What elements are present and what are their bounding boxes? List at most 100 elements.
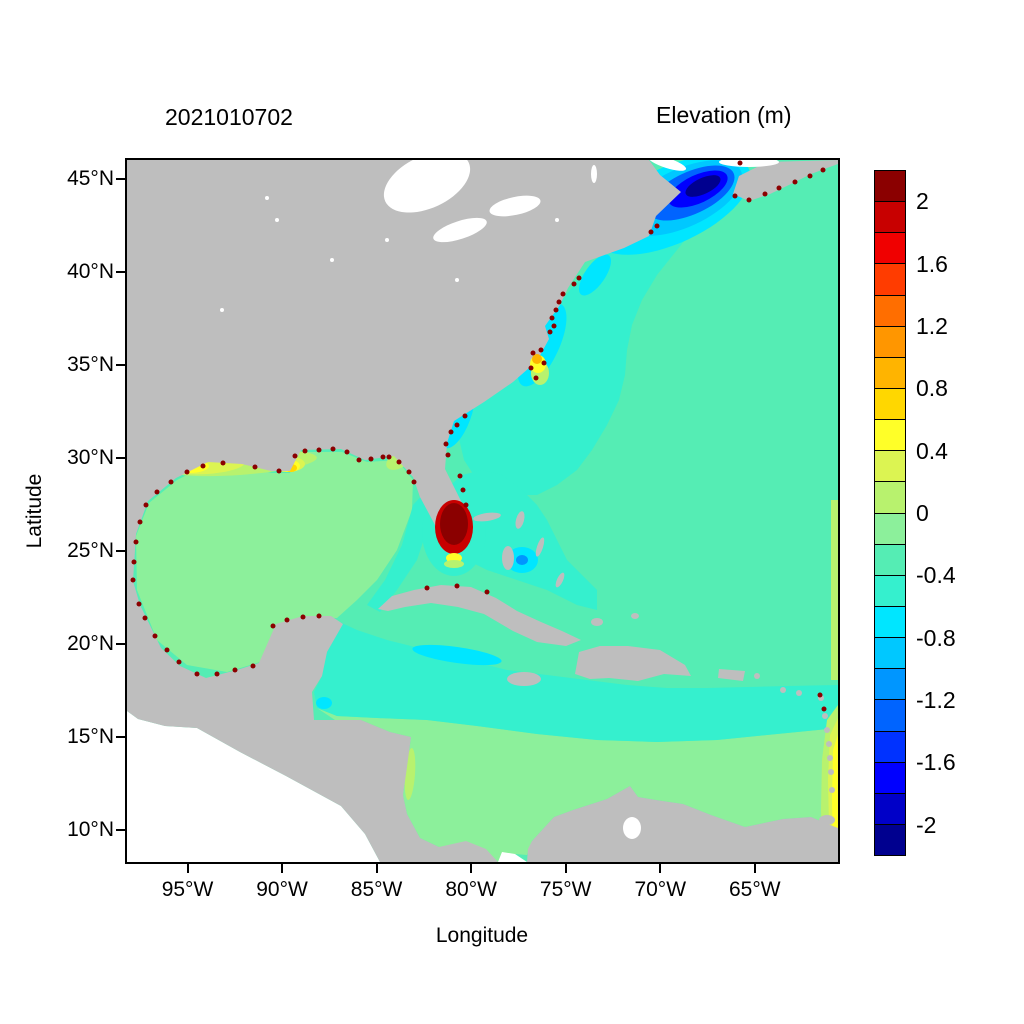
small-lake	[275, 218, 279, 222]
coastal-wetting-cell	[316, 613, 322, 619]
coastal-wetting-cell	[276, 468, 282, 474]
coastal-wetting-cell	[776, 185, 782, 191]
x-axis-tick-label: 80°W	[445, 878, 497, 901]
coastal-wetting-cell	[344, 449, 350, 455]
region-abaco	[515, 511, 525, 529]
region-hispaniola	[575, 646, 691, 681]
map-plot-area	[125, 158, 840, 864]
colorbar-title: Elevation (m)	[656, 102, 792, 128]
y-axis-tick-label: 35°N	[67, 352, 114, 376]
region-right-edge-upper	[831, 500, 838, 680]
y-axis-tick	[116, 456, 125, 459]
lesser-antilles-island	[780, 687, 786, 693]
coastal-wetting-cell	[454, 422, 460, 428]
lesser-antilles-island	[826, 741, 832, 747]
coastal-wetting-cell	[530, 350, 536, 356]
x-axis-tick	[753, 864, 756, 873]
x-axis-tick	[564, 864, 567, 873]
coastal-wetting-cell	[356, 457, 362, 463]
colorbar-segment	[875, 762, 905, 794]
coastal-wetting-cell	[316, 447, 322, 453]
region-turks	[631, 613, 639, 619]
coastal-wetting-cell	[762, 191, 768, 197]
coastal-wetting-cell	[443, 441, 449, 447]
small-lake	[330, 258, 334, 262]
colorbar-tick-label: 0	[916, 500, 929, 526]
colorbar-tick-label: -2	[916, 811, 937, 838]
coastal-wetting-cell	[330, 446, 336, 452]
colorbar	[874, 170, 906, 856]
coastal-wetting-cell	[143, 502, 149, 508]
region-puerto-rico	[718, 669, 745, 681]
coastal-wetting-cell	[136, 601, 142, 607]
coastal-wetting-cell	[152, 633, 158, 639]
coastal-wetting-cell	[232, 667, 238, 673]
region-gulf-of-st-lawrence	[719, 160, 779, 167]
colorbar-tick-label: -1.6	[916, 749, 956, 776]
coastal-wetting-cell	[654, 223, 660, 229]
colorbar-tick-label: 0.4	[916, 437, 948, 464]
x-axis-tick	[470, 864, 473, 873]
region-gulf-of-maine-core	[685, 175, 721, 197]
y-axis-tick	[116, 736, 125, 739]
lesser-antilles-island	[796, 690, 802, 696]
coastal-wetting-cell	[194, 671, 200, 677]
region-lake-maracaibo	[623, 817, 641, 839]
coastal-wetting-cell	[292, 453, 298, 459]
coastal-wetting-cell	[250, 663, 256, 669]
region-west-atlantic-shelf	[457, 185, 727, 495]
coastal-wetting-cell	[252, 464, 258, 470]
region-lake-huron	[383, 160, 471, 213]
coastal-wetting-cell	[457, 473, 463, 479]
colorbar-segment	[875, 357, 905, 389]
coastal-wetting-cell	[411, 479, 417, 485]
x-axis-tick-label: 65°W	[729, 878, 781, 901]
coastal-wetting-cell	[300, 614, 306, 620]
coastal-wetting-cell	[454, 583, 460, 589]
region-south-florida-fringe-g	[444, 560, 464, 568]
colorbar-segment	[875, 264, 905, 296]
region-caribbean-north	[314, 618, 838, 742]
coastal-wetting-cell	[200, 463, 206, 469]
coastal-wetting-cell	[732, 193, 738, 199]
small-lake	[385, 238, 389, 242]
colorbar-segment	[875, 326, 905, 358]
lesser-antilles-island	[828, 769, 834, 775]
coastal-wetting-cell	[220, 460, 226, 466]
elevation-map	[127, 160, 838, 862]
colorbar-segment	[875, 233, 905, 265]
region-caribbean-south	[317, 708, 838, 862]
x-axis-tick	[186, 864, 189, 873]
region-south-florida-core	[440, 503, 468, 545]
y-axis-tick-label: 45°N	[67, 166, 114, 190]
coastal-wetting-cell	[214, 671, 220, 677]
coastal-wetting-cell	[484, 589, 490, 595]
small-lake	[555, 218, 559, 222]
coastal-wetting-cell	[541, 360, 547, 366]
y-axis-tick-label: 25°N	[67, 539, 114, 563]
y-axis-tick-label: 20°N	[67, 632, 114, 656]
y-axis-tick	[116, 363, 125, 366]
coastal-wetting-cell	[368, 456, 374, 462]
colorbar-segment	[875, 513, 905, 545]
coastal-wetting-cell	[154, 489, 160, 495]
x-axis-tick-label: 95°W	[161, 878, 214, 901]
coastal-wetting-cell	[648, 229, 654, 235]
coastal-wetting-cell	[560, 291, 566, 297]
coastal-wetting-cell	[137, 519, 143, 525]
coastal-wetting-cell	[396, 459, 402, 465]
colorbar-segment	[875, 171, 905, 203]
colorbar-segment	[875, 731, 905, 763]
y-axis-tick	[116, 643, 125, 646]
colorbar-segment	[875, 700, 905, 732]
colorbar-segment	[875, 638, 905, 670]
x-axis-tick	[375, 864, 378, 873]
lesser-antilles-island	[827, 755, 833, 761]
x-axis-tick	[281, 864, 284, 873]
region-long-island	[555, 572, 565, 588]
y-axis-tick-label: 10°N	[67, 818, 114, 842]
coastal-wetting-cell	[445, 452, 451, 458]
region-lake-ontario	[489, 195, 541, 217]
x-axis-label: Longitude	[435, 924, 529, 947]
coastal-wetting-cell	[556, 299, 562, 305]
